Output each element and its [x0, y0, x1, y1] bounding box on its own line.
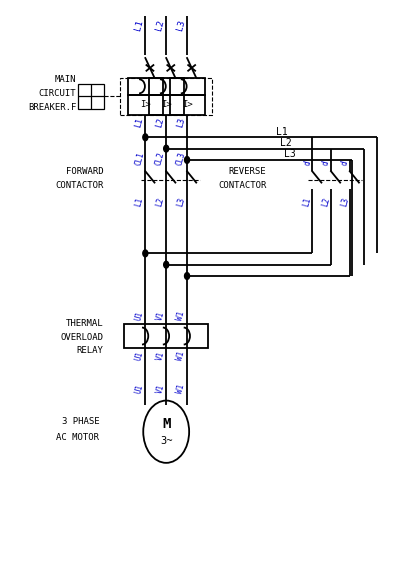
Text: L1: L1 — [276, 127, 288, 137]
Text: CL2: CL2 — [154, 151, 166, 167]
Text: L3: L3 — [176, 116, 187, 129]
Text: L2: L2 — [280, 138, 292, 148]
Text: L3: L3 — [339, 196, 350, 208]
Text: d: d — [340, 160, 350, 167]
Text: 3~: 3~ — [160, 436, 173, 446]
Text: REVERSE: REVERSE — [229, 167, 266, 176]
Text: U1: U1 — [134, 384, 145, 395]
Text: V1: V1 — [155, 384, 166, 395]
Text: L2: L2 — [154, 18, 165, 31]
Text: W1: W1 — [176, 351, 187, 362]
Text: OVERLOAD: OVERLOAD — [60, 333, 104, 341]
Text: THERMAL: THERMAL — [66, 319, 104, 328]
Text: L2: L2 — [155, 196, 166, 208]
Text: L1: L1 — [133, 18, 145, 31]
Text: FORWARD: FORWARD — [66, 167, 104, 176]
Text: U1: U1 — [134, 310, 145, 321]
Circle shape — [184, 273, 189, 279]
Text: RELAY: RELAY — [77, 347, 104, 355]
Text: V1: V1 — [155, 310, 166, 321]
Text: L3: L3 — [175, 18, 186, 31]
Text: 3 PHASE: 3 PHASE — [62, 417, 100, 426]
Text: I>: I> — [161, 100, 171, 109]
Text: M: M — [162, 417, 171, 431]
Text: W1: W1 — [176, 384, 187, 395]
Circle shape — [164, 261, 169, 268]
Text: L2: L2 — [155, 116, 166, 129]
Text: d: d — [321, 160, 331, 167]
Text: MAIN: MAIN — [55, 75, 76, 84]
Text: L3: L3 — [284, 149, 296, 159]
Circle shape — [184, 156, 189, 163]
Text: CONTACTOR: CONTACTOR — [55, 182, 104, 191]
Text: L1: L1 — [134, 196, 145, 208]
Text: AC MOTOR: AC MOTOR — [56, 433, 100, 442]
Circle shape — [164, 145, 169, 152]
Text: V1: V1 — [155, 351, 166, 362]
Text: L1: L1 — [134, 116, 145, 129]
Text: L3: L3 — [176, 196, 187, 208]
Text: I>: I> — [140, 100, 151, 109]
Text: L2: L2 — [320, 196, 331, 208]
Text: U1: U1 — [134, 351, 145, 362]
Text: CL1: CL1 — [133, 151, 146, 167]
Text: CL3: CL3 — [175, 151, 187, 167]
Text: L1: L1 — [302, 196, 313, 208]
Text: CIRCUIT: CIRCUIT — [39, 89, 76, 98]
Text: BREAKER.F: BREAKER.F — [28, 103, 76, 112]
Text: W1: W1 — [176, 310, 187, 321]
Circle shape — [143, 134, 148, 141]
Text: d: d — [302, 160, 312, 167]
Circle shape — [143, 250, 148, 257]
Text: CONTACTOR: CONTACTOR — [218, 182, 266, 191]
Text: I>: I> — [182, 100, 192, 109]
